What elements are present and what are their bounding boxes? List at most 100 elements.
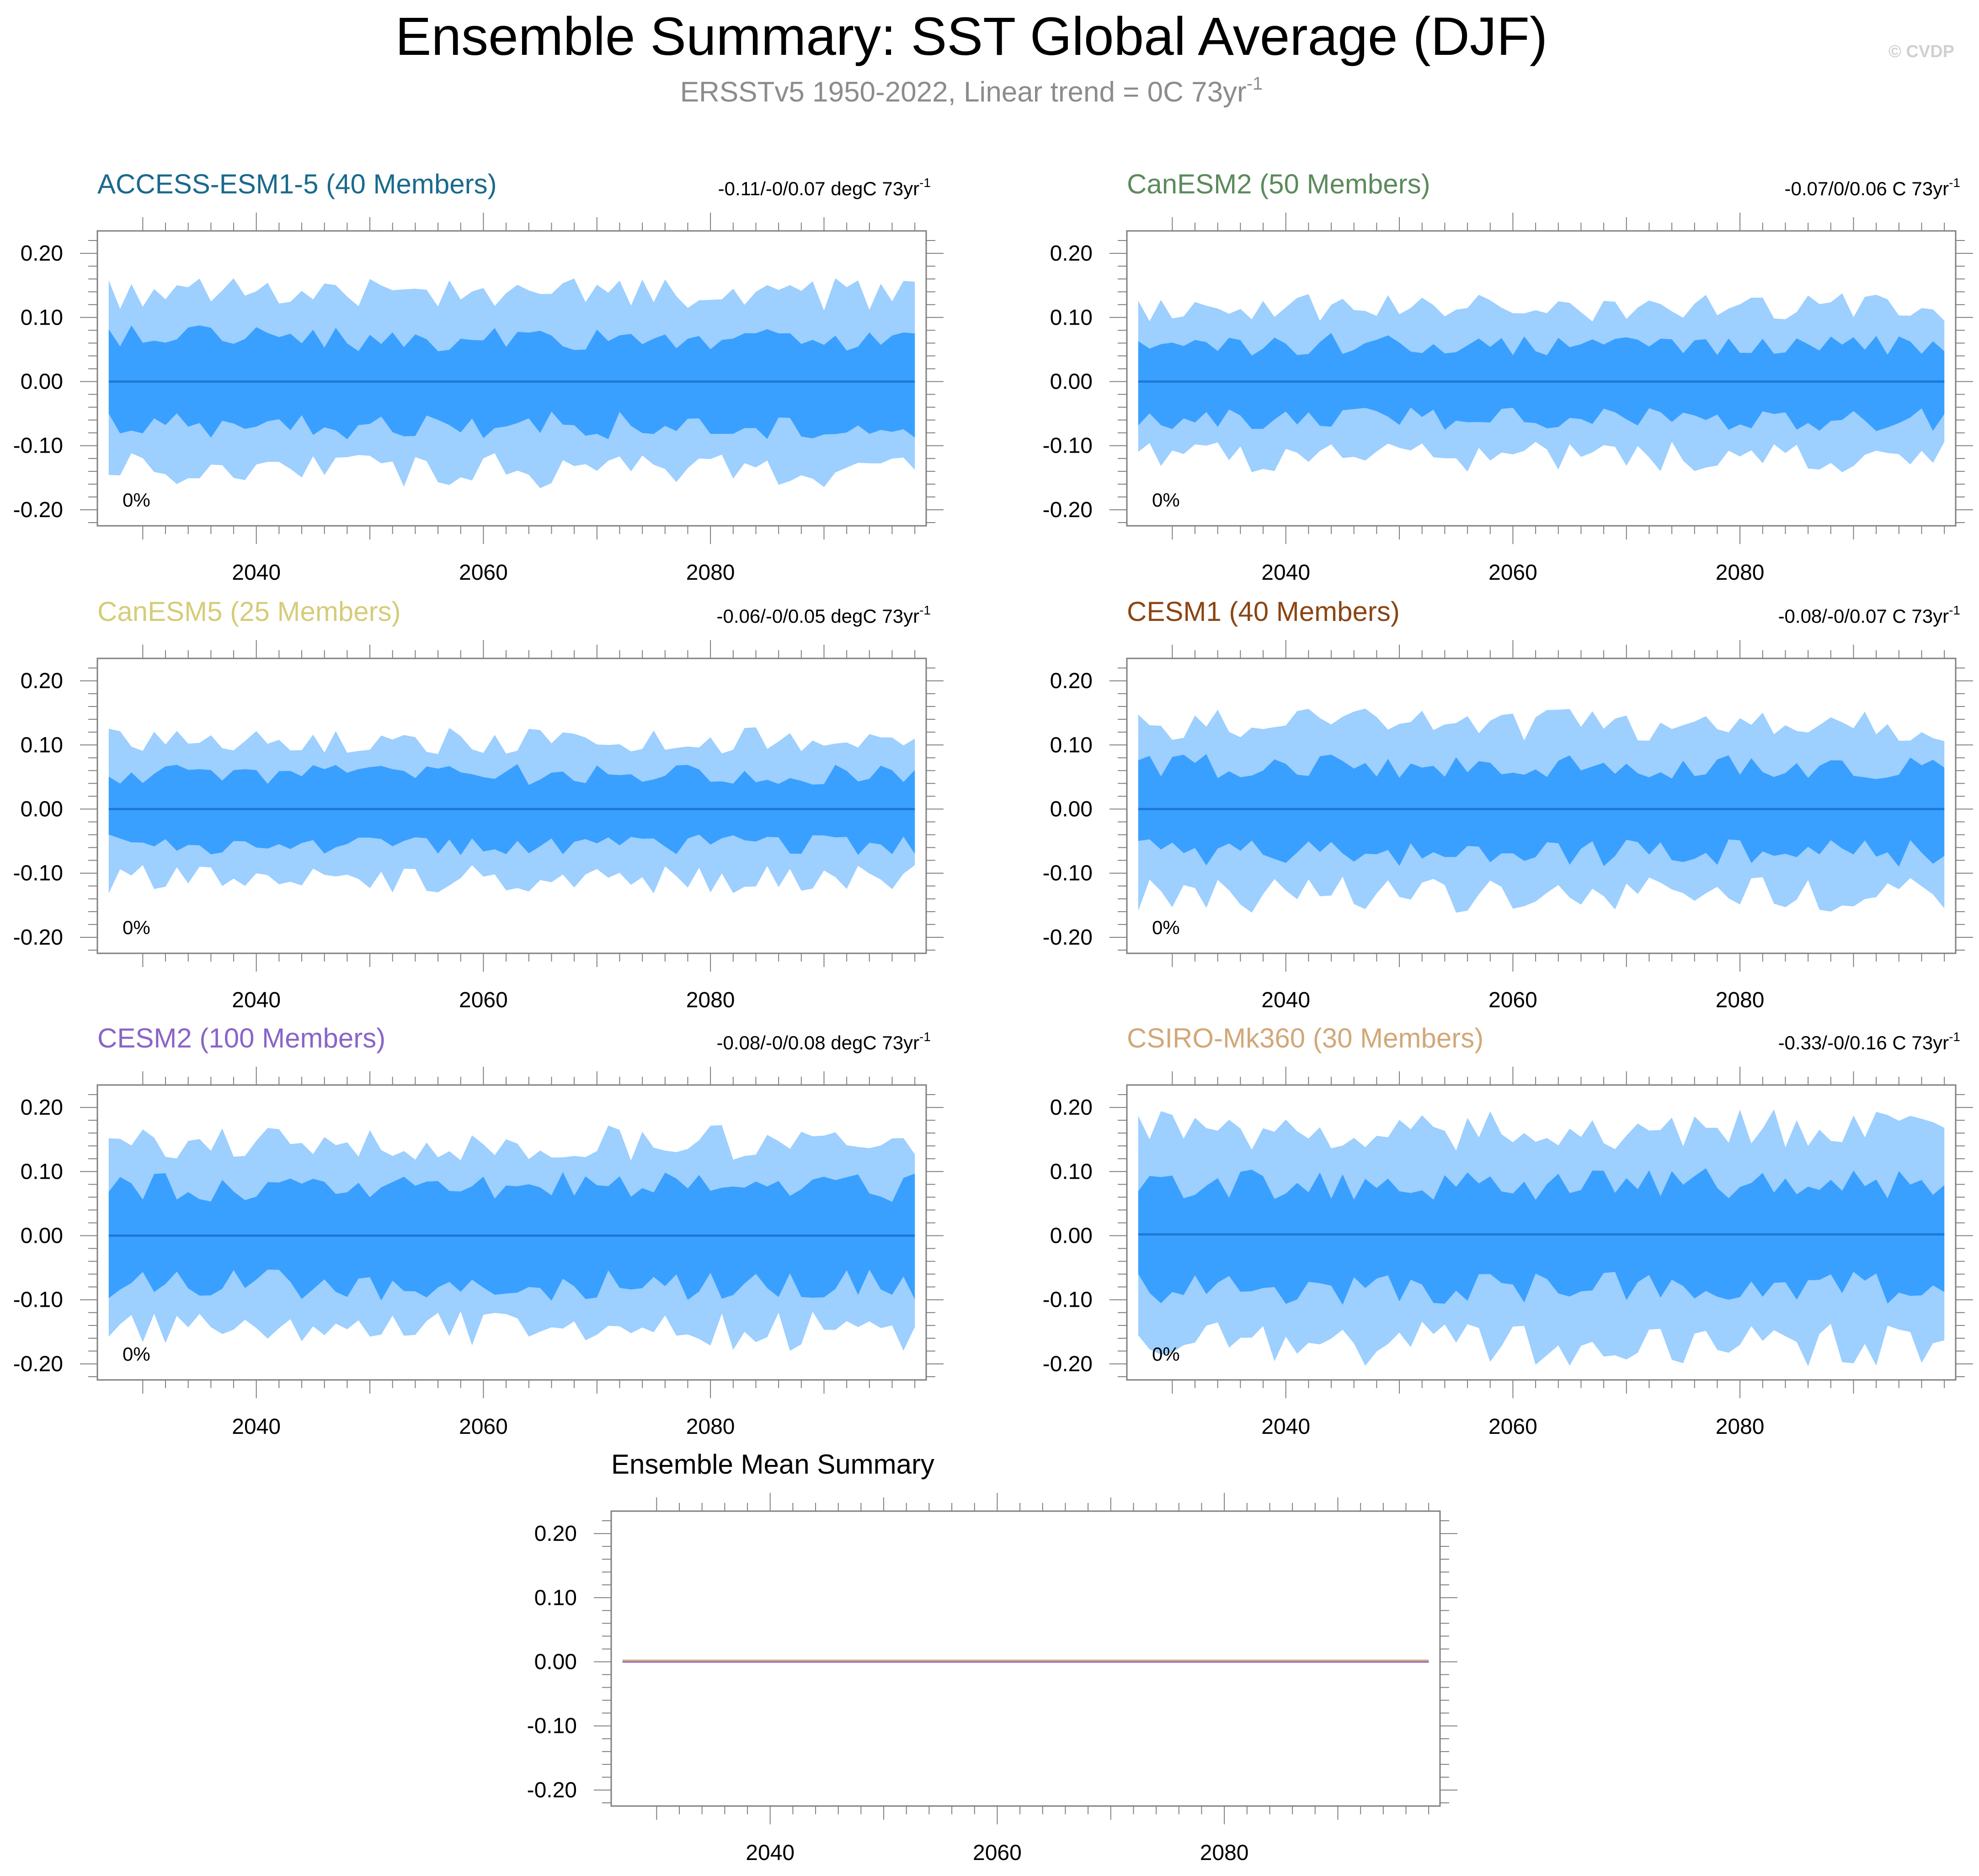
x-tick-label: 2040 [1261,1415,1310,1439]
percent-label: 0% [123,489,150,511]
inner-spread-band [1138,754,1945,867]
y-tick-label: 0.20 [1050,669,1093,693]
panel-6: CSIRO-Mk360 (30 Members) -0.33/-0/0.16 C … [1043,1023,1973,1439]
y-tick-label: 0.00 [534,1650,577,1674]
plot-frame [96,657,927,954]
y-tick-label: -0.20 [1043,498,1093,522]
y-tick-label: -0.20 [1043,1352,1093,1376]
y-tick-label: 0.20 [1050,241,1093,266]
y-tick-label: 0.10 [534,1586,577,1610]
trend-label-main: -0.06/-0/0.05 degC 73yr [716,605,919,627]
y-tick-label: 0.10 [21,733,63,757]
cvdp-watermark: © CVDP [1888,42,1954,61]
y-tick-label: 0.20 [21,241,63,266]
trend-label-exponent: -1 [919,1030,931,1044]
panel-7: Ensemble Mean Summary 0.20 0.10 0.00 -0.10 -0… [527,1449,1457,1865]
percent-label: 0% [123,917,150,938]
percent-label: 0% [1152,917,1180,938]
percent-label: 0% [123,1343,150,1365]
figure-title: Ensemble Summary: SST Global Average (DJ… [395,6,1547,67]
panel-1: ACCESS-ESM1-5 (40 Members) -0.11/-0/0.07 … [13,169,944,585]
x-tick-label: 2060 [459,1415,508,1439]
plot-frame [1126,230,1957,527]
y-tick-label: 0.10 [1050,733,1093,757]
y-tick-label: 0.00 [1050,370,1093,394]
x-tick-label: 2040 [232,1415,281,1439]
plot-frame [610,1510,1441,1807]
y-tick-label: 0.10 [21,305,63,330]
trend-label-main: -0.07/0/0.06 C 73yr [1785,178,1949,199]
y-tick-label: -0.10 [13,861,63,886]
plot-frame [1126,1084,1957,1381]
panel-title: CanESM5 (25 Members) [97,596,401,627]
x-tick-label: 2060 [459,561,508,585]
trend-label-exponent: -1 [1949,1030,1960,1044]
x-tick-label: 2080 [1716,988,1765,1012]
panel-title: CSIRO-Mk360 (30 Members) [1127,1023,1483,1053]
x-tick-label: 2040 [746,1841,795,1865]
y-tick-label: -0.10 [1043,861,1093,886]
y-tick-label: -0.10 [13,434,63,458]
y-tick-label: 0.10 [1050,305,1093,330]
x-tick-label: 2060 [973,1841,1022,1865]
trend-label-main: -0.08/-0/0.08 degC 73yr [716,1032,919,1053]
panel-4: CESM1 (40 Members) -0.08/-0/0.07 C 73yr-1… [1043,596,1973,1012]
x-tick-label: 2060 [1488,1415,1537,1439]
figure-subtitle: ERSSTv5 1950-2022, Linear trend = 0C 73y… [680,74,1263,108]
y-tick-label: 0.00 [21,1224,63,1248]
trend-label: -0.33/-0/0.16 C 73yr-1 [1778,1030,1960,1053]
panel-5: CESM2 (100 Members) -0.08/-0/0.08 degC 73… [13,1023,944,1439]
subtitle-main: ERSSTv5 1950-2022, Linear trend = 0C 73y… [680,76,1247,108]
y-tick-label: -0.20 [1043,925,1093,950]
y-tick-label: 0.00 [1050,1224,1093,1248]
x-tick-label: 2080 [1716,561,1765,585]
x-tick-label: 2080 [686,1415,735,1439]
plot-frame [1126,657,1957,954]
subtitle-exponent: -1 [1247,74,1263,94]
y-tick-label: -0.20 [13,1352,63,1376]
trend-label-main: -0.08/-0/0.07 C 73yr [1778,605,1949,627]
trend-label: -0.06/-0/0.05 degC 73yr-1 [716,603,931,627]
trend-label-exponent: -1 [1949,176,1960,190]
x-tick-label: 2080 [1716,1415,1765,1439]
y-tick-label: 0.20 [534,1522,577,1546]
trend-label-exponent: -1 [919,603,931,617]
x-tick-label: 2040 [232,988,281,1012]
panel-3: CanESM5 (25 Members) -0.06/-0/0.05 degC 7… [13,596,944,1012]
y-tick-label: 0.20 [1050,1096,1093,1120]
x-tick-label: 2060 [1488,988,1537,1012]
y-tick-label: -0.20 [13,498,63,522]
plot-frame [96,1084,927,1381]
percent-label: 0% [1152,1343,1180,1365]
x-tick-label: 2080 [1200,1841,1249,1865]
trend-label: -0.08/-0/0.07 C 73yr-1 [1778,603,1960,627]
x-tick-label: 2040 [1261,561,1310,585]
trend-label: -0.11/-0/0.07 degC 73yr-1 [718,176,931,199]
y-tick-label: -0.10 [527,1714,577,1738]
x-tick-label: 2060 [1488,561,1537,585]
trend-label: -0.07/0/0.06 C 73yr-1 [1785,176,1960,199]
plot-frame [96,230,927,527]
y-tick-label: -0.10 [1043,1288,1093,1312]
x-tick-label: 2080 [686,988,735,1012]
y-tick-label: 0.10 [1050,1160,1093,1184]
panels-group: ACCESS-ESM1-5 (40 Members) -0.11/-0/0.07 … [13,169,1973,1865]
percent-label: 0% [1152,489,1180,511]
y-tick-label: -0.20 [527,1778,577,1802]
panel-2: CanESM2 (50 Members) -0.07/0/0.06 C 73yr-… [1043,169,1973,585]
trend-label-main: -0.11/-0/0.07 degC 73yr [718,178,920,199]
inner-spread-band [1138,1168,1945,1305]
y-tick-label: 0.00 [21,370,63,394]
y-tick-label: 0.10 [21,1160,63,1184]
y-tick-label: 0.00 [1050,797,1093,822]
trend-label-exponent: -1 [919,176,931,190]
panel-title: Ensemble Mean Summary [611,1449,934,1480]
panel-title: CESM2 (100 Members) [97,1023,385,1053]
panel-title: CESM1 (40 Members) [1127,596,1400,627]
y-tick-label: -0.10 [13,1288,63,1312]
y-tick-label: 0.00 [21,797,63,822]
x-tick-label: 2040 [232,561,281,585]
x-tick-label: 2060 [459,988,508,1012]
